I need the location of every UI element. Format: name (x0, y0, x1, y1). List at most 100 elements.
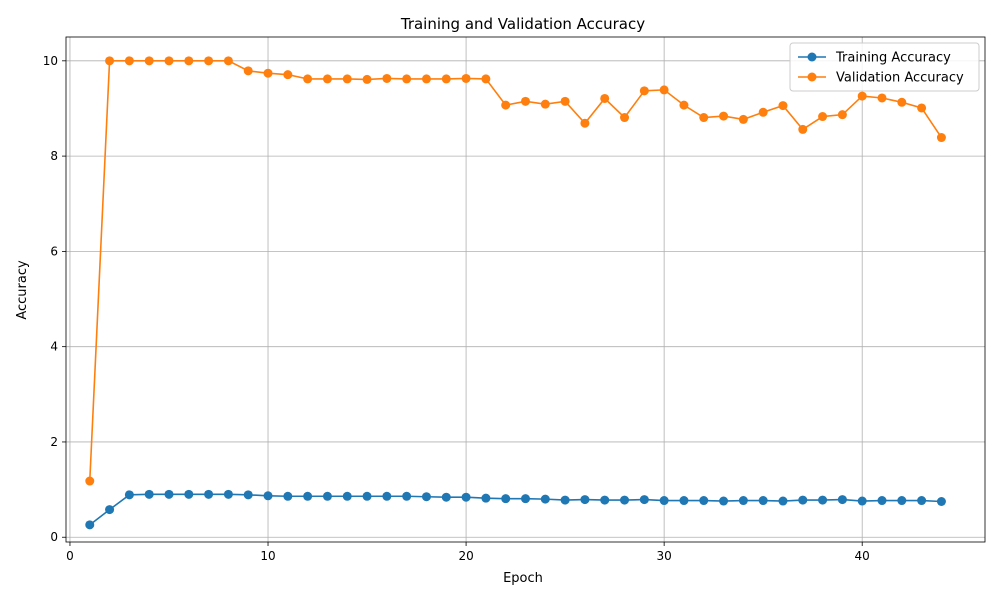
data-point (600, 93, 610, 103)
data-point (382, 491, 392, 501)
data-point (204, 56, 214, 66)
data-point (263, 68, 273, 78)
legend-box (789, 42, 980, 92)
y-tick-label: 10 (43, 54, 58, 68)
legend: Training Accuracy Validation Accuracy (789, 42, 980, 92)
data-point (204, 489, 214, 499)
data-point (620, 495, 630, 505)
data-point (580, 495, 590, 505)
legend-marker (807, 72, 817, 82)
data-point (303, 74, 313, 84)
data-point (223, 489, 233, 499)
data-point (322, 491, 332, 501)
data-point (322, 74, 332, 84)
data-point (144, 56, 154, 66)
series-training-accuracy (85, 489, 946, 530)
data-point (342, 74, 352, 84)
x-tick-label: 40 (855, 549, 870, 563)
data-point (719, 496, 729, 506)
data-point (818, 495, 828, 505)
legend-marker (807, 52, 817, 62)
data-point (936, 133, 946, 143)
data-point (441, 492, 451, 502)
data-point (699, 113, 709, 123)
data-point (402, 491, 412, 501)
data-point (481, 74, 491, 84)
x-tick-label: 10 (260, 549, 275, 563)
data-point (620, 113, 630, 123)
data-point (738, 496, 748, 506)
data-point (560, 96, 570, 106)
data-point (540, 99, 550, 109)
data-point (818, 112, 828, 122)
data-point (917, 103, 927, 113)
data-point (679, 496, 689, 506)
data-point (421, 492, 431, 502)
data-point (144, 489, 154, 499)
data-point (382, 73, 392, 83)
data-point (897, 496, 907, 506)
data-point (639, 86, 649, 96)
data-point (877, 93, 887, 103)
data-point (778, 101, 788, 111)
data-point (798, 124, 808, 134)
data-point (184, 489, 194, 499)
y-tick-label: 2 (50, 435, 58, 449)
data-point (560, 495, 570, 505)
data-point (798, 495, 808, 505)
data-point (105, 505, 115, 515)
data-point (441, 74, 451, 84)
data-point (85, 476, 95, 486)
data-point (223, 56, 233, 66)
legend-entry: Training Accuracy (835, 51, 951, 66)
data-point (580, 118, 590, 128)
data-point (600, 495, 610, 505)
plot-frame (65, 36, 986, 543)
data-point (124, 490, 134, 500)
data-point (719, 111, 729, 121)
y-tick-label: 6 (50, 244, 58, 258)
chart-title: Training and Validation Accuracy (400, 15, 645, 33)
data-point (936, 497, 946, 507)
data-point (857, 496, 867, 506)
data-point (303, 491, 313, 501)
x-tick-label: 30 (657, 549, 672, 563)
data-point (837, 110, 847, 120)
data-point (877, 496, 887, 506)
data-point (501, 494, 511, 504)
data-point (758, 496, 768, 506)
data-point (738, 114, 748, 124)
data-point (283, 491, 293, 501)
x-axis-ticks: 0 10 20 30 40 (66, 542, 870, 563)
data-point (283, 70, 293, 80)
data-point (521, 494, 530, 504)
series-validation-accuracy (85, 56, 946, 486)
data-point (461, 73, 471, 83)
x-axis-label: Epoch (503, 571, 543, 586)
data-point (402, 74, 412, 84)
data-point (699, 496, 709, 506)
data-point (243, 66, 253, 76)
data-point (263, 491, 273, 501)
series-group (85, 56, 946, 530)
data-point (421, 74, 431, 84)
y-tick-label: 0 (50, 530, 58, 544)
data-point (164, 56, 174, 66)
legend-entry: Validation Accuracy (836, 71, 964, 86)
x-tick-label: 20 (458, 549, 473, 563)
data-point (461, 492, 471, 502)
data-point (85, 520, 95, 530)
data-point (679, 100, 689, 110)
data-point (837, 495, 847, 505)
data-point (897, 97, 907, 107)
data-point (778, 496, 788, 506)
data-point (758, 107, 768, 117)
data-point (501, 100, 511, 110)
y-tick-label: 8 (50, 149, 58, 163)
data-point (362, 491, 372, 501)
data-point (917, 496, 927, 506)
y-tick-label: 4 (50, 340, 58, 354)
data-point (639, 495, 649, 505)
data-point (164, 489, 174, 499)
